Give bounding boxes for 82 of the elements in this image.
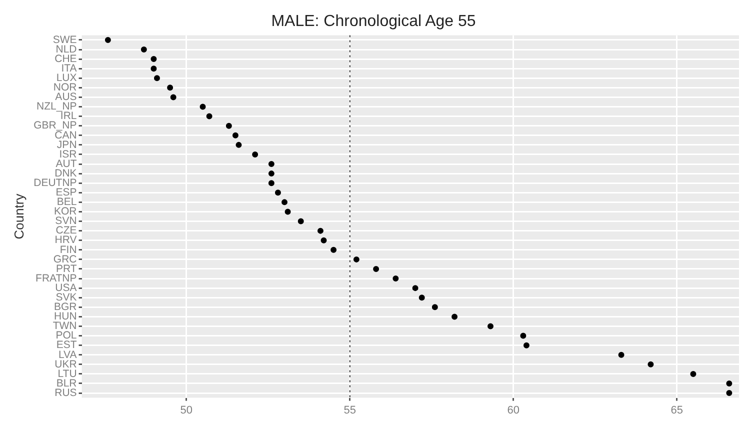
point [154,75,160,82]
point [226,122,232,129]
point [618,352,624,358]
y-tick-label: NOR [53,82,78,94]
y-tick-label: POL [56,330,77,342]
point [282,199,288,206]
point [488,323,494,330]
point [150,66,157,72]
point [726,390,732,396]
point [206,113,212,120]
point [726,380,732,386]
y-tick-label: HRV [54,234,77,246]
y-tick-label: BEL [56,196,77,208]
point [412,285,418,292]
y-tick-label: ISR [59,148,78,160]
y-tick-label: LVA [58,348,77,361]
y-tick-label: LTU [58,368,77,380]
point [373,266,380,272]
point [140,46,147,53]
y-tick-label: AUS [55,91,77,104]
y-tick-label: PRT [56,262,78,275]
chart-title: MALE: Chronological Age 55 [271,13,476,30]
y-tick-label: AUT [56,158,78,170]
point [353,256,360,262]
y-tick-label: EST [56,339,78,352]
x-tick-label: 60 [507,404,520,416]
y-tick-label: SVN [55,215,77,228]
y-tick-label: DNK [54,167,77,180]
y-tick-label: TWN [52,320,77,332]
point [418,294,425,301]
y-tick-label: GRC [53,253,78,266]
point [268,161,274,168]
y-tick-label: GBR_NP [34,120,77,132]
y-tick-label: NZL_NP [36,100,77,113]
y-tick-label: FIN [60,244,77,256]
point [170,94,176,100]
y-tick-label: CZE [56,224,77,237]
point [520,332,526,339]
point [274,190,281,196]
y-tick-label: DEUTNP [34,176,77,189]
point [392,276,399,282]
y-tick-label: SVK [56,292,77,304]
y-tick-label: USA [55,282,77,294]
point [298,218,304,224]
x-tick-label: 50 [180,404,193,416]
x-tick-label: 55 [344,404,356,416]
y-tick-label: RUS [54,386,77,399]
y-axis-title: Country [11,193,26,240]
point [648,361,654,368]
point [330,246,337,253]
y-tick-label: NLD [56,43,78,56]
y-tick-label: IRL [60,110,77,122]
y-tick-label: FRATNP [36,272,77,284]
y-tick-label: JPN [56,138,77,151]
point [320,237,327,244]
point [232,132,238,138]
point [317,228,324,234]
y-tick-label: ITA [61,62,77,74]
point [452,314,458,320]
point [252,151,258,158]
x-tick-label: 65 [670,404,683,416]
point [523,342,530,348]
y-tick-label: CAN [54,129,77,142]
point [104,36,111,43]
y-tick-label: ESP [56,186,77,199]
point [167,84,174,91]
y-tick-label: UKR [54,358,78,370]
y-tick-label: KOR [54,206,78,218]
point [236,142,242,148]
point [268,180,274,186]
point [432,304,438,310]
point [690,370,696,377]
point [200,104,206,110]
point [284,208,291,215]
y-tick-label: BGR [54,301,78,314]
point [268,170,274,177]
y-tick-label: BLR [56,377,78,390]
point [150,56,157,62]
y-tick-label: HUN [54,310,77,323]
y-tick-label: LUX [56,72,77,84]
y-tick-label: SWE [52,34,77,46]
y-tick-label: CHE [54,52,77,65]
